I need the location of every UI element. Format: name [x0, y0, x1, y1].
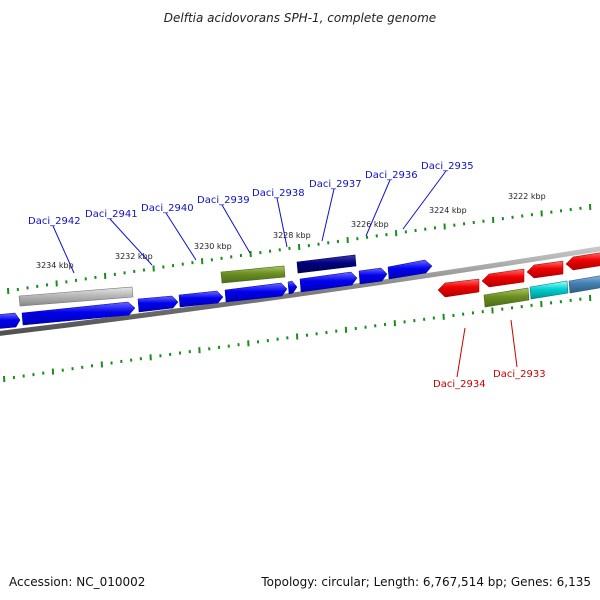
forward-cds-track [0, 259, 433, 329]
leader-line-daci-2941 [109, 218, 153, 266]
gene-label-daci-2939[interactable]: Daci_2939 [197, 195, 250, 206]
gene-leader-lines-bottom [456, 319, 518, 378]
gray-feature-bar[interactable] [18, 286, 134, 307]
leader-line-daci-2942 [52, 225, 75, 274]
kbp-labels: 3234 kbp 3232 kbp 3230 kbp 3228 kbp 3226… [36, 192, 546, 270]
gene-arrow-reverse-3[interactable] [526, 260, 564, 279]
leader-line-daci-2936 [365, 179, 391, 237]
gene-label-daci-2934[interactable]: Daci_2934 [433, 379, 486, 390]
gene-arrow-forward[interactable] [0, 312, 21, 329]
gene-label-daci-2936[interactable]: Daci_2936 [365, 170, 418, 181]
gene-label-daci-2941[interactable]: Daci_2941 [85, 209, 138, 220]
leader-line-daci-2937 [321, 188, 335, 242]
cyan-feature-bar[interactable] [529, 280, 569, 300]
gene-label-daci-2935[interactable]: Daci_2935 [421, 161, 474, 172]
kbp-label-3230: 3230 kbp [194, 242, 232, 251]
gene-labels-bottom: Daci_2934 Daci_2933 [433, 369, 546, 390]
gene-arrow-daci-2935[interactable] [387, 259, 433, 280]
kbp-label-3224: 3224 kbp [429, 206, 467, 215]
leader-line-daci-2935 [402, 170, 447, 230]
steelblue-feature-bar[interactable] [568, 275, 600, 294]
gene-labels-top: Daci_2942 Daci_2941 Daci_2940 Daci_2939 … [28, 161, 474, 227]
map-title: Delftia acidovorans SPH-1, complete geno… [164, 11, 436, 25]
gene-label-daci-2937[interactable]: Daci_2937 [309, 179, 362, 190]
gene-arrow-daci-2936[interactable] [358, 267, 388, 285]
reverse-cds-track [437, 252, 600, 298]
accession-text: Accession: NC_010002 [9, 575, 145, 589]
gene-arrow-daci-2937[interactable] [299, 271, 358, 293]
leader-line-daci-2939 [221, 204, 251, 254]
kbp-label-3232: 3232 kbp [115, 252, 153, 261]
upper-tick-ruler [7, 203, 592, 295]
gene-leader-lines-top [52, 170, 447, 274]
gene-arrow-daci-2941[interactable] [137, 295, 179, 313]
kbp-label-3234: 3234 kbp [36, 261, 74, 270]
gene-arrow-daci-2933[interactable] [481, 268, 525, 288]
gene-arrow-daci-2938[interactable] [287, 280, 298, 295]
navy-feature-bar[interactable] [296, 254, 357, 274]
olive-feature-bar-lower[interactable] [483, 287, 530, 308]
genome-summary-text: Topology: circular; Length: 6,767,514 bp… [260, 575, 591, 589]
gene-arrow-daci-2940[interactable] [178, 290, 224, 308]
leader-line-daci-2933 [510, 319, 518, 368]
gene-label-daci-2938[interactable]: Daci_2938 [252, 188, 305, 199]
gene-arrow-daci-2934[interactable] [437, 278, 480, 298]
gene-arrow-daci-2939[interactable] [224, 282, 288, 303]
kbp-label-3226: 3226 kbp [351, 220, 389, 229]
kbp-label-3222: 3222 kbp [508, 192, 546, 201]
kbp-label-3228: 3228 kbp [273, 231, 311, 240]
leader-line-daci-2940 [165, 212, 197, 261]
lower-tick-ruler [3, 294, 592, 383]
olive-feature-bar-upper[interactable] [220, 265, 286, 284]
leader-line-daci-2938 [276, 197, 288, 248]
gene-arrow-reverse-4[interactable] [565, 252, 600, 271]
gene-label-daci-2933[interactable]: Daci_2933 [493, 369, 546, 380]
gene-label-daci-2942[interactable]: Daci_2942 [28, 216, 81, 227]
genome-backbone [0, 246, 600, 336]
gene-label-daci-2940[interactable]: Daci_2940 [141, 203, 194, 214]
leader-line-daci-2934 [456, 327, 466, 378]
gene-arrow-daci-2942[interactable] [21, 301, 136, 326]
